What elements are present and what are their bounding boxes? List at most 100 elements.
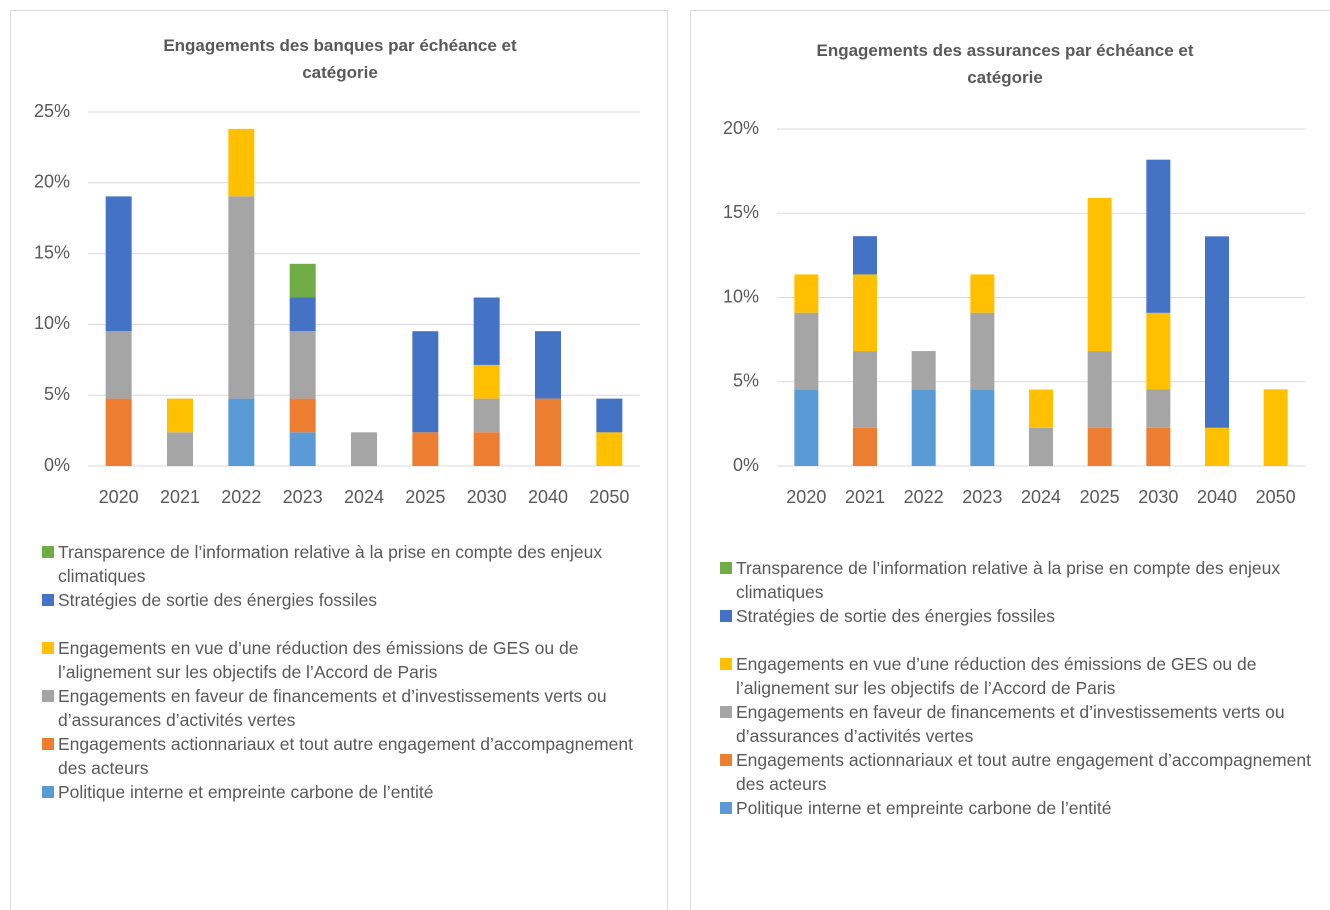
bar-segment bbox=[473, 398, 500, 433]
legend-swatch bbox=[42, 690, 54, 702]
legend-label: Engagements en faveur de financements et… bbox=[736, 702, 1285, 746]
bar-segment bbox=[228, 398, 255, 466]
legend-swatch bbox=[42, 738, 54, 750]
legend-label: Engagements en vue d’une réduction des é… bbox=[58, 638, 579, 682]
x-tick-label: 2030 bbox=[1138, 487, 1178, 507]
chart-title: Engagements des banques par échéance et … bbox=[163, 36, 517, 82]
bar-segment bbox=[1087, 197, 1112, 352]
x-tick-label: 2023 bbox=[283, 487, 323, 507]
bar-segment bbox=[1205, 236, 1229, 428]
y-tick-label: 0% bbox=[733, 455, 759, 475]
x-tick-label: 2022 bbox=[221, 487, 261, 507]
x-tick-label: 2025 bbox=[1080, 487, 1120, 507]
bar-segment bbox=[970, 274, 995, 313]
x-tick-label: 2024 bbox=[344, 487, 384, 507]
legend-item: Politique interne et empreinte carbone d… bbox=[720, 796, 1325, 820]
bar-segment bbox=[289, 398, 316, 433]
x-tick-label: 2021 bbox=[845, 487, 885, 507]
bar-segment bbox=[412, 331, 439, 433]
x-tick-label: 2050 bbox=[1256, 487, 1296, 507]
legend-label: Stratégies de sortie des énergies fossil… bbox=[58, 590, 378, 610]
bar-segment bbox=[228, 196, 255, 399]
bar-segment bbox=[1029, 427, 1053, 466]
y-tick-label: 15% bbox=[34, 242, 70, 262]
bar-segment bbox=[289, 331, 316, 399]
x-tick-label: 2040 bbox=[1197, 487, 1237, 507]
x-tick-label: 2025 bbox=[405, 487, 445, 507]
legend-label: Engagements en faveur de financements et… bbox=[58, 686, 607, 730]
y-tick-label: 15% bbox=[723, 202, 759, 222]
legend-swatch bbox=[720, 754, 732, 766]
bar-segment bbox=[412, 432, 439, 466]
x-tick-label: 2050 bbox=[589, 487, 629, 507]
bar-segment bbox=[351, 432, 377, 466]
legend: Transparence de l’information relative à… bbox=[42, 540, 664, 804]
legend-item: Engagements actionnariaux et tout autre … bbox=[42, 732, 664, 780]
x-tick-label: 2020 bbox=[99, 487, 139, 507]
legend-item: Transparence de l’information relative à… bbox=[720, 556, 1325, 604]
legend-label: Engagements actionnariaux et tout autre … bbox=[58, 734, 633, 778]
y-tick-label: 5% bbox=[44, 384, 70, 404]
bar-segment bbox=[473, 364, 500, 399]
bar-segment bbox=[911, 389, 936, 466]
x-tick-label: 2021 bbox=[160, 487, 200, 507]
legend-swatch bbox=[42, 786, 54, 798]
x-tick-label: 2022 bbox=[904, 487, 944, 507]
legend-item: Engagements en faveur de financements et… bbox=[720, 700, 1325, 748]
legend-label: Engagements actionnariaux et tout autre … bbox=[736, 750, 1311, 794]
bar-segment bbox=[167, 432, 193, 466]
bar-segment bbox=[1029, 389, 1053, 428]
legend-swatch bbox=[720, 610, 732, 622]
legend-label: Engagements en vue d’une réduction des é… bbox=[736, 654, 1257, 698]
bar-segment bbox=[167, 398, 193, 433]
bar-segment bbox=[535, 331, 561, 399]
bar-segment bbox=[970, 389, 995, 466]
bar-segment bbox=[289, 263, 316, 298]
legend-label: Transparence de l’information relative à… bbox=[736, 558, 1281, 602]
bar-segment bbox=[1087, 351, 1112, 428]
y-tick-label: 20% bbox=[34, 172, 70, 192]
x-tick-label: 2024 bbox=[1021, 487, 1061, 507]
legend-item: Transparence de l’information relative à… bbox=[42, 540, 664, 588]
legend-swatch bbox=[720, 658, 732, 670]
bar-segment bbox=[1146, 427, 1171, 466]
bar-segment bbox=[853, 236, 877, 275]
bar-segment bbox=[473, 297, 500, 365]
bar-segment bbox=[853, 351, 877, 428]
legend-swatch bbox=[42, 594, 54, 606]
legend-item: Politique interne et empreinte carbone d… bbox=[42, 780, 664, 804]
bar-segment bbox=[105, 196, 132, 332]
legend-label: Transparence de l’information relative à… bbox=[58, 542, 603, 586]
bar-segment bbox=[473, 432, 500, 466]
legend-label: Stratégies de sortie des énergies fossil… bbox=[736, 606, 1056, 626]
bar-segment bbox=[105, 398, 132, 466]
y-tick-label: 10% bbox=[34, 313, 70, 333]
y-tick-label: 0% bbox=[44, 455, 70, 475]
bar-segment bbox=[853, 274, 877, 352]
legend-swatch bbox=[42, 642, 54, 654]
bar-segment bbox=[1146, 312, 1171, 390]
bar-segment bbox=[794, 274, 819, 313]
bar-segment bbox=[105, 331, 132, 399]
y-tick-label: 5% bbox=[733, 371, 759, 391]
legend-item: Stratégies de sortie des énergies fossil… bbox=[720, 604, 1325, 628]
bar-segment bbox=[853, 427, 877, 466]
legend-item: Engagements en faveur de financements et… bbox=[42, 684, 664, 732]
legend-item: Engagements actionnariaux et tout autre … bbox=[720, 748, 1325, 796]
chart-title: Engagements des assurances par échéance … bbox=[816, 41, 1194, 87]
bar-segment bbox=[970, 312, 995, 390]
x-tick-label: 2040 bbox=[528, 487, 568, 507]
bar-segment bbox=[289, 432, 316, 466]
bar-segment bbox=[794, 312, 819, 390]
legend-label: Politique interne et empreinte carbone d… bbox=[736, 798, 1112, 818]
legend: Transparence de l’information relative à… bbox=[720, 556, 1325, 820]
y-tick-label: 25% bbox=[34, 101, 70, 121]
bar-segment bbox=[1146, 389, 1171, 428]
x-tick-label: 2030 bbox=[467, 487, 507, 507]
legend-swatch bbox=[720, 802, 732, 814]
chart-panel bbox=[690, 10, 1330, 910]
chart-panel bbox=[10, 10, 668, 910]
legend-item: Engagements en vue d’une réduction des é… bbox=[720, 652, 1325, 700]
legend-swatch bbox=[720, 562, 732, 574]
